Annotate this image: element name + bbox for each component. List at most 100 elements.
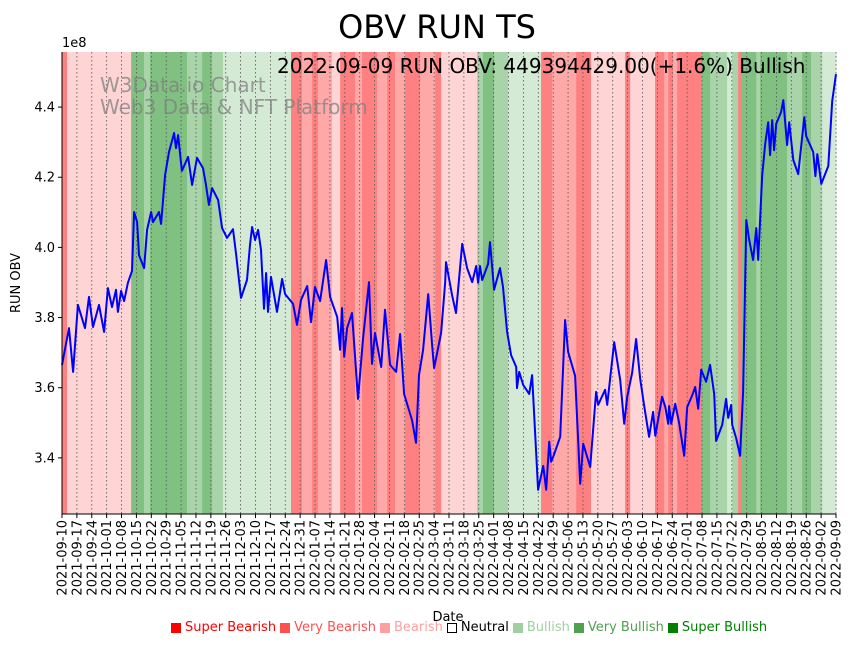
sentiment-band	[62, 52, 68, 514]
sentiment-band	[187, 52, 203, 514]
x-tick-label: 2022-02-11	[383, 520, 398, 596]
sentiment-band	[435, 52, 442, 514]
x-tick-label: 2022-05-27	[606, 520, 621, 596]
x-tick-label: 2021-12-03	[234, 520, 249, 596]
x-tick-label: 2021-11-12	[189, 520, 204, 596]
sentiment-band	[150, 52, 188, 514]
legend-label: Bullish	[526, 620, 570, 635]
legend-item: Super Bullish	[667, 620, 768, 635]
legend-label: Very Bearish	[294, 620, 376, 635]
x-tick-label: 2022-02-04	[368, 520, 383, 596]
sentiment-band	[318, 52, 333, 514]
x-tick-label: 2022-06-17	[651, 520, 666, 596]
sentiment-band	[377, 52, 388, 514]
y-tick-label: 4.2	[34, 171, 55, 186]
x-tick-label: 2021-09-10	[56, 520, 71, 596]
legend-item: Very Bullish	[573, 620, 664, 635]
sentiment-band	[756, 52, 761, 514]
sentiment-band	[655, 52, 665, 514]
y-tick-label: 4.0	[34, 241, 55, 256]
x-grid	[61, 52, 837, 514]
x-tick-label: 2021-10-01	[100, 520, 115, 596]
legend-item: Bullish	[512, 620, 570, 635]
sentiment-band	[673, 52, 678, 514]
sentiment-band	[760, 52, 788, 514]
legend-item: Super Bearish	[171, 620, 276, 635]
x-tick-label: 2021-12-10	[249, 520, 264, 596]
sentiment-band	[701, 52, 711, 514]
x-tick-label: 2022-04-08	[502, 520, 517, 596]
watermark-line-2: Web3 Data & NFT Platform	[100, 95, 368, 119]
legend-swatch-icon	[171, 622, 181, 633]
sentiment-band	[625, 52, 631, 514]
x-tick-label: 2022-06-10	[636, 520, 651, 596]
legend-label: Super Bullish	[681, 620, 768, 635]
sentiment-band	[668, 52, 674, 514]
legend-item: Very Bearish	[280, 620, 376, 635]
x-tick-label: 2022-04-22	[532, 520, 547, 596]
y-tick-label: 3.6	[34, 381, 55, 396]
x-tick-label: 2022-08-05	[755, 520, 770, 596]
sentiment-band	[212, 52, 224, 514]
legend-swatch-icon	[667, 622, 678, 633]
sentiment-band	[494, 52, 509, 514]
x-tick-label: 2022-05-06	[562, 520, 577, 596]
sentiment-band	[802, 52, 812, 514]
x-tick-label: 2022-03-04	[428, 520, 443, 596]
legend-label: Neutral	[460, 620, 509, 635]
x-tick-label: 2022-05-13	[576, 520, 591, 596]
legend-label: Very Bullish	[587, 620, 664, 635]
x-tick-label: 2022-02-18	[398, 520, 413, 596]
legend-swatch-icon	[446, 622, 457, 633]
sentiment-band	[67, 52, 132, 514]
sentiment-band	[394, 52, 406, 514]
obv-line	[61, 73, 837, 491]
sentiment-band	[811, 52, 823, 514]
x-tick-label: 2022-01-28	[353, 520, 368, 596]
legend-swatch-icon	[512, 622, 523, 633]
x-tick-label: 2022-06-24	[666, 520, 681, 596]
x-tick-label: 2022-04-15	[517, 520, 532, 596]
x-tick-label: 2021-10-22	[145, 520, 160, 596]
sentiment-band	[477, 52, 484, 514]
x-tick-label: 2022-07-01	[681, 520, 696, 596]
x-tick-label: 2022-08-19	[785, 520, 800, 596]
sentiment-band	[541, 52, 553, 514]
x-tick-label: 2022-09-02	[815, 520, 830, 596]
y-tick-label: 3.8	[34, 311, 55, 326]
legend-swatch-icon	[280, 622, 291, 633]
sentiment-band	[202, 52, 213, 514]
x-tick-label: 2021-11-26	[219, 520, 234, 596]
x-tick-label: 2022-03-11	[443, 520, 458, 596]
x-tick-label: 2022-01-14	[323, 520, 338, 596]
x-tick-label: 2021-10-15	[130, 520, 145, 596]
x-tick-label: 2021-11-05	[175, 520, 190, 596]
sentiment-band	[732, 52, 739, 514]
legend-swatch-icon	[573, 622, 584, 633]
sentiment-band	[710, 52, 728, 514]
x-tick-label: 2022-03-25	[472, 520, 487, 596]
sentiment-band	[741, 52, 757, 514]
x-tick-label: 2022-07-08	[696, 520, 711, 596]
x-tick-label: 2022-07-15	[710, 520, 725, 596]
sentiment-bands	[62, 52, 837, 514]
y-tick-label: 4.4	[34, 101, 55, 116]
x-tick-label: 2022-06-03	[621, 520, 636, 596]
sentiment-band	[222, 52, 292, 514]
sentiment-band	[340, 52, 356, 514]
x-tick-label: 2021-09-24	[85, 520, 100, 596]
x-tick-label: 2021-11-19	[204, 520, 219, 596]
sentiment-band	[355, 52, 363, 514]
sentiment-band	[404, 52, 421, 514]
sentiment-band	[312, 52, 319, 514]
x-ticks: 2021-09-10 2021-09-17 2021-09-24 2021-10-01…	[56, 514, 845, 596]
x-tick-label: 2022-02-25	[413, 520, 428, 596]
x-axis-label: Date	[432, 610, 463, 625]
chart-title: OBV RUN TS	[338, 8, 536, 46]
x-tick-label: 2021-12-24	[279, 520, 294, 596]
x-tick-label: 2021-10-08	[115, 520, 130, 596]
y-axis-label: RUN OBV	[9, 253, 24, 313]
sentiment-band	[822, 52, 837, 514]
x-tick-label: 2021-12-17	[264, 520, 279, 596]
x-tick-label: 2021-10-29	[160, 520, 175, 596]
